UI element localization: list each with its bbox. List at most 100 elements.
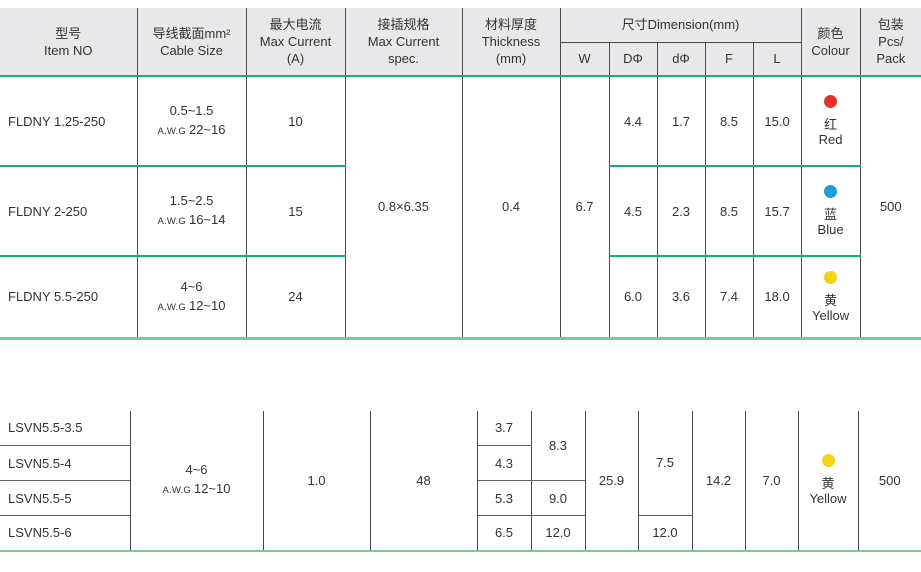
cell-dim-1: 4.3 xyxy=(476,445,531,481)
cell-dim-1: 3.7 xyxy=(476,410,532,446)
cell-colour: 蓝 Blue xyxy=(800,166,861,257)
header-cable-en: Cable Size xyxy=(160,42,223,58)
cell-dim-D: 4.4 xyxy=(608,75,658,167)
cell-dim-f: 8.5 xyxy=(704,75,754,167)
colour-stack: 黄 Yellow xyxy=(802,270,860,323)
header-pack: 包装 Pcs/ Pack xyxy=(859,8,921,76)
header-current-unit: (A) xyxy=(286,51,305,66)
cable-mm-range: 4~6 xyxy=(180,278,203,294)
header-pack-unit: Pack xyxy=(876,51,906,66)
colour-en: Blue xyxy=(817,222,844,237)
cell-dim-l: 15.7 xyxy=(752,166,802,257)
awg-value: 12~10 xyxy=(188,297,226,313)
cell-dim-5: 14.2 xyxy=(691,410,746,551)
cell-dim-2: 9.0 xyxy=(530,480,585,516)
cell-max-current: 10 xyxy=(245,75,346,167)
cell-pack: 500 xyxy=(857,410,921,551)
cell-item-no: FLDNY 2-250 xyxy=(0,166,138,257)
yellow-dot-icon xyxy=(821,454,835,467)
cell-colour: 黄 Yellow xyxy=(800,256,861,338)
cell-dim-1: 6.5 xyxy=(476,515,532,551)
colour-stack: 黄 Yellow xyxy=(799,454,858,506)
header-dimension: 尺寸Dimension(mm) xyxy=(559,8,802,43)
table-row: LSVN5.5-4 4.3 xyxy=(0,445,921,481)
cell-dim-d: 3.6 xyxy=(656,256,706,338)
cell-item-no: FLDNY 5.5-250 xyxy=(0,256,138,338)
cell-dim-d: 2.3 xyxy=(656,166,706,257)
cell-colour: 红 Red xyxy=(800,75,861,167)
header-current-zh: 最大电流 xyxy=(269,17,322,32)
cell-cable-size: 4~6 A.W.G 12~10 xyxy=(136,256,247,338)
colour-en: Yellow xyxy=(812,307,850,323)
table-row: LSVN5.5-6 6.5 12.0 12.0 xyxy=(0,515,921,551)
cable-awg-range: A.W.G 22~16 xyxy=(138,120,246,141)
header-item-zh: 型号 xyxy=(55,25,82,41)
header-current-en: Max Current xyxy=(259,34,332,49)
colour-zh: 蓝 xyxy=(824,207,838,222)
header-colour-zh: 颜色 xyxy=(817,25,844,41)
cell-max-current: 15 xyxy=(245,166,346,257)
cell-item-no: LSVN5.5-4 xyxy=(0,445,131,481)
header-item-en: Item NO xyxy=(44,42,93,58)
cell-dim-4: 12.0 xyxy=(637,515,692,551)
awg-value: 22~16 xyxy=(188,122,226,137)
cell-dim-4: 7.5 xyxy=(637,410,693,516)
header-cable-size: 导线截面mm² Cable Size xyxy=(136,8,247,76)
cable-awg-range: A.W.G 12~10 xyxy=(131,479,263,500)
colour-stack: 红 Red xyxy=(802,95,860,147)
cable-mm-range: 0.5~1.5 xyxy=(169,103,214,118)
cell-dim-D: 4.5 xyxy=(608,166,658,257)
cell-dim-2: 8.3 xyxy=(530,410,586,481)
header-pack-zh: 包装 xyxy=(877,17,904,32)
cell-cable-size: 0.5~1.5 A.W.G 22~16 xyxy=(136,75,247,167)
cell-thickness: 0.4 xyxy=(461,75,561,339)
cell-dim-f: 8.5 xyxy=(704,166,754,257)
cell-dim-3: 25.9 xyxy=(584,410,639,551)
colour-en: Red xyxy=(818,132,843,147)
header-thickness: 材料厚度 Thickness (mm) xyxy=(461,8,561,76)
cell-dim-w: 6.7 xyxy=(559,75,610,339)
header-max-current: 最大电流 Max Current (A) xyxy=(245,8,346,76)
awg-label: A.W.G xyxy=(157,301,186,313)
colour-zh: 黄 xyxy=(821,476,835,491)
awg-label: A.W.G xyxy=(157,216,186,227)
table-row: FLDNY 1.25-250 0.5~1.5 A.W.G 22~16 10 0.8… xyxy=(0,75,921,339)
cell-value-c3: 1.0 xyxy=(262,410,371,551)
header-dim-d: dΦ xyxy=(656,41,706,76)
header-item-no: 型号 Item NO xyxy=(0,8,138,76)
header-dim-w: W xyxy=(560,41,610,76)
header-dim-l: L xyxy=(752,41,802,76)
cell-pack: 500 xyxy=(859,75,921,339)
cell-dim-2: 12.0 xyxy=(530,515,586,551)
colour-stack: 蓝 Blue xyxy=(802,185,860,237)
cell-dim-D: 6.0 xyxy=(608,256,658,338)
awg-label: A.W.G xyxy=(162,485,191,496)
header-colour-en: Colour xyxy=(811,42,850,58)
header-thickness-unit: (mm) xyxy=(495,51,527,66)
cable-mm-range: 1.5~2.5 xyxy=(169,193,214,208)
red-dot-icon xyxy=(824,95,838,108)
awg-label: A.W.G xyxy=(157,126,186,137)
awg-value: 16~14 xyxy=(188,212,226,227)
header-spec: 接插规格 Max Current spec. xyxy=(344,8,463,76)
cell-dim-f: 7.4 xyxy=(704,256,754,338)
cell-dim-1: 5.3 xyxy=(476,480,532,516)
cell-max-current: 24 xyxy=(245,256,346,338)
cell-dim-6: 7.0 xyxy=(744,410,799,551)
table-row: LSVN5.5-5 5.3 9.0 xyxy=(0,480,921,516)
awg-value: 12~10 xyxy=(193,481,231,496)
header-cable-zh: 导线截面mm² xyxy=(152,25,231,41)
cell-cable-size: 1.5~2.5 A.W.G 16~14 xyxy=(136,166,247,257)
cell-dim-d: 1.7 xyxy=(656,75,706,167)
cable-awg-range: A.W.G 12~10 xyxy=(138,296,246,317)
table-row: LSVN5.5-3.5 4~6 A.W.G 12~10 1.0 48 3.7 8.… xyxy=(0,410,921,551)
yellow-dot-icon xyxy=(824,270,838,284)
header-dim-f: F xyxy=(704,41,754,76)
page: { "colors": { "header_bg": "#e8e8ea", "g… xyxy=(0,8,921,572)
cell-colour: 黄 Yellow xyxy=(797,410,859,551)
cell-item-no: LSVN5.5-6 xyxy=(0,515,131,551)
header-spec-unit: spec. xyxy=(387,51,420,66)
table-row: FLDNY 2-250 1.5~2.5 A.W.G 16~14 15 4.5 2.… xyxy=(0,166,921,257)
cable-mm-range: 4~6 xyxy=(185,462,208,477)
header-pack-en: Pcs/ xyxy=(878,34,904,49)
